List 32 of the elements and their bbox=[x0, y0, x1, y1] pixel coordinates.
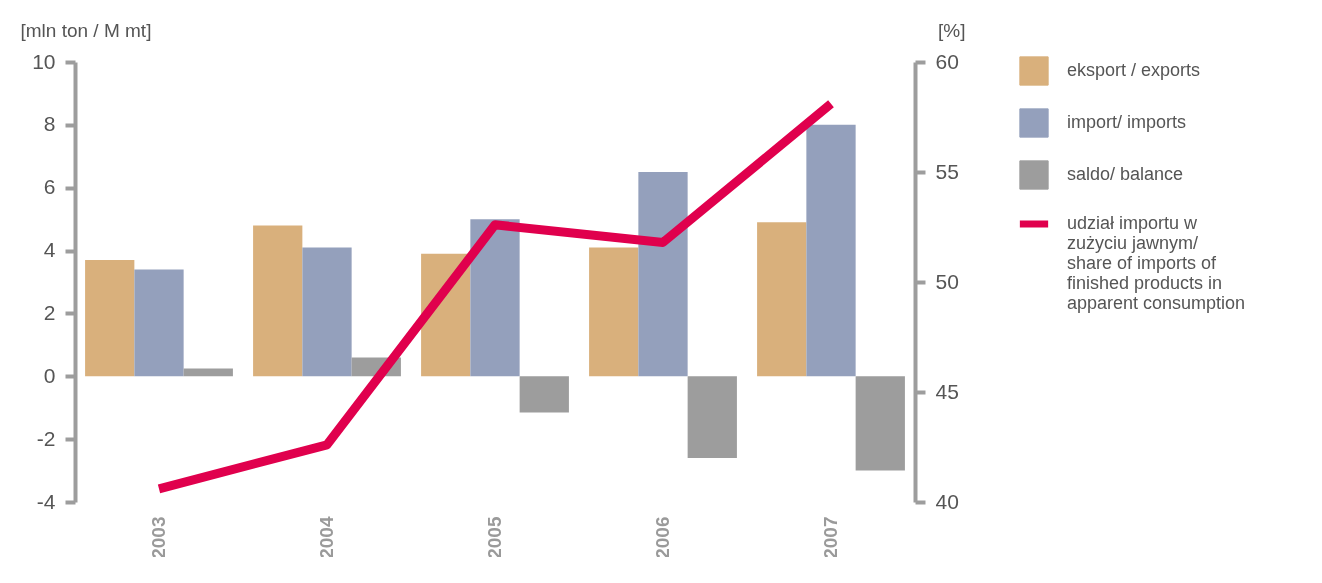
bar bbox=[757, 222, 807, 377]
y2-axis-title: [%] bbox=[938, 19, 966, 41]
y-tick-label: 8 bbox=[43, 112, 56, 136]
y2-tick-label: 50 bbox=[935, 269, 959, 293]
y2-tick-label: 60 bbox=[935, 49, 959, 73]
y2-tick-label: 45 bbox=[935, 379, 959, 403]
bar bbox=[519, 376, 569, 413]
legend-label: eksport / exports bbox=[1067, 60, 1201, 80]
bar bbox=[85, 260, 135, 377]
y-axis-title: [mln ton / M mt] bbox=[20, 19, 152, 41]
y-tick-label: 10 bbox=[32, 49, 56, 73]
y-tick-label: 0 bbox=[43, 363, 56, 387]
bar bbox=[638, 172, 688, 377]
bar bbox=[806, 124, 856, 377]
bar bbox=[302, 247, 352, 377]
y-tick-label: 2 bbox=[43, 300, 56, 324]
y-tick-label: 4 bbox=[43, 238, 56, 262]
y2-tick-label: 55 bbox=[935, 159, 959, 183]
y-tick-label: 6 bbox=[43, 175, 56, 199]
y-tick-label: -2 bbox=[36, 426, 56, 450]
bar bbox=[589, 247, 639, 377]
bar bbox=[183, 368, 233, 377]
bar bbox=[470, 219, 520, 377]
legend-label: udział importu w zużyciu jawnym/ share of imports of finished products in apparent consumption bbox=[1067, 213, 1246, 313]
bar bbox=[134, 269, 184, 377]
bar bbox=[687, 376, 737, 458]
legend-label: saldo/ balance bbox=[1067, 164, 1184, 184]
y2-tick-label: 40 bbox=[935, 489, 959, 513]
bar bbox=[253, 225, 303, 377]
legend-label: import/ imports bbox=[1067, 112, 1187, 132]
bar bbox=[855, 376, 905, 471]
y-tick-label: -4 bbox=[36, 489, 56, 513]
